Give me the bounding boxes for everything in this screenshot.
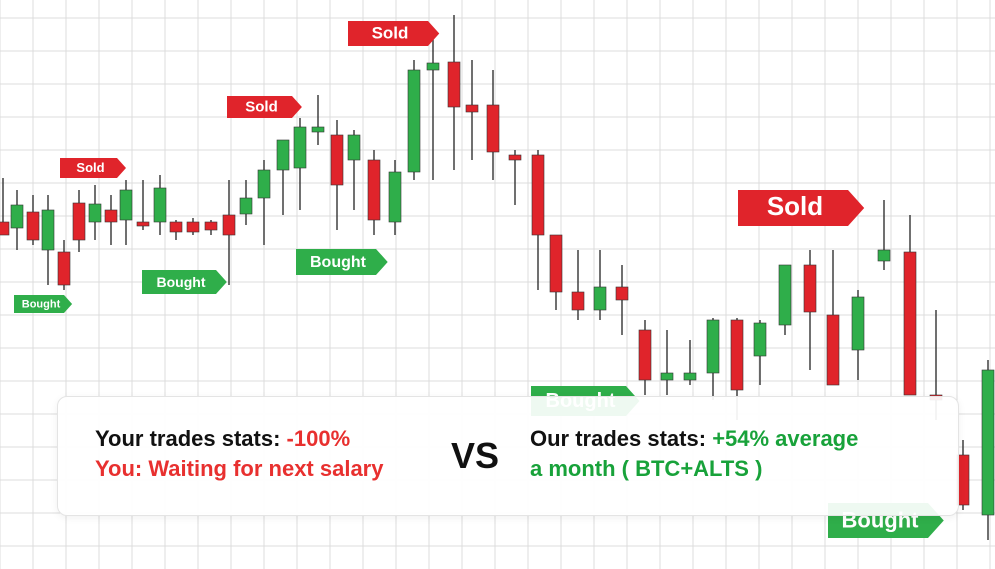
candle-body xyxy=(730,319,744,391)
candle-body xyxy=(778,264,792,326)
your-stats-value: -100% xyxy=(286,426,351,451)
our-stats-value: +54% average xyxy=(712,426,859,451)
candle-body xyxy=(981,369,995,516)
our-stats-label: Our trades stats: xyxy=(530,426,707,451)
candle-body xyxy=(239,197,253,215)
candle-body xyxy=(57,251,71,286)
candle-body xyxy=(169,221,183,233)
candle-body xyxy=(465,104,479,113)
candle-body xyxy=(119,189,133,221)
sold-tag-shape xyxy=(738,190,865,226)
our-stats-note: a month ( BTC+ALTS ) xyxy=(530,456,763,481)
candles xyxy=(0,15,995,540)
bought-tag-label: Bought xyxy=(310,254,367,271)
bought-tag-label: Bought xyxy=(157,274,206,290)
candle-body xyxy=(447,61,461,108)
candle-body xyxy=(26,211,40,241)
sold-tag-label: Sold xyxy=(372,24,409,43)
candle-body xyxy=(388,171,402,223)
sold-tag-shape xyxy=(60,158,126,178)
candle-body xyxy=(136,221,150,227)
candle-body xyxy=(803,264,817,313)
candle-body xyxy=(186,221,200,233)
candle-body xyxy=(330,134,344,186)
sold-tag-label: Sold xyxy=(76,160,104,175)
candle-body xyxy=(41,209,55,251)
candle-body xyxy=(549,234,563,293)
bought-tag-shape xyxy=(142,270,227,294)
candle-body xyxy=(204,221,218,231)
sold-tag-label: Sold xyxy=(767,191,823,221)
candle-body xyxy=(222,214,236,236)
candle-body xyxy=(660,372,674,381)
candle-body xyxy=(508,154,522,161)
stats-panel: Your trades stats: -100% You: Waiting fo… xyxy=(57,396,959,516)
bought-tag-shape xyxy=(296,249,388,275)
candle-body xyxy=(531,154,545,236)
sold-tag-shape xyxy=(348,21,440,46)
candle-body xyxy=(153,187,167,223)
candle-body xyxy=(0,221,10,236)
bought-tag-shape xyxy=(14,295,73,313)
our-stats: Our trades stats: +54% average a month (… xyxy=(530,424,858,484)
candle-body xyxy=(877,249,891,262)
candle-body xyxy=(276,139,290,171)
candle-body xyxy=(347,134,361,161)
candle-body xyxy=(706,319,720,374)
candle-body xyxy=(638,329,652,381)
candle-body xyxy=(486,104,500,153)
candle-body xyxy=(903,251,917,396)
trade-tags: SoldSoldSoldSoldBoughtBoughtBoughtBought… xyxy=(14,21,944,538)
bought-tag-label: Bought xyxy=(22,299,61,311)
candle-body xyxy=(311,126,325,133)
candle-body xyxy=(571,291,585,311)
candle-body xyxy=(753,322,767,357)
versus-label: VS xyxy=(451,435,500,476)
candle-body xyxy=(826,314,840,386)
candle-body xyxy=(426,62,440,71)
candle-body xyxy=(10,204,24,229)
candle-body xyxy=(407,69,421,173)
candle-body xyxy=(257,169,271,199)
sold-tag-shape xyxy=(227,96,302,118)
candle-body xyxy=(615,286,629,301)
candle-body xyxy=(851,296,865,351)
candle-body xyxy=(88,203,102,223)
candle-body xyxy=(104,209,118,223)
candle-body xyxy=(72,202,86,241)
your-stats-label: Your trades stats: xyxy=(95,426,281,451)
candle-body xyxy=(293,126,307,169)
sold-tag-label: Sold xyxy=(245,98,278,115)
your-stats: Your trades stats: -100% You: Waiting fo… xyxy=(95,424,383,484)
candle-body xyxy=(593,286,607,311)
candle-body xyxy=(367,159,381,221)
candle-body xyxy=(683,372,697,381)
your-stats-note: You: Waiting for next salary xyxy=(95,456,384,481)
